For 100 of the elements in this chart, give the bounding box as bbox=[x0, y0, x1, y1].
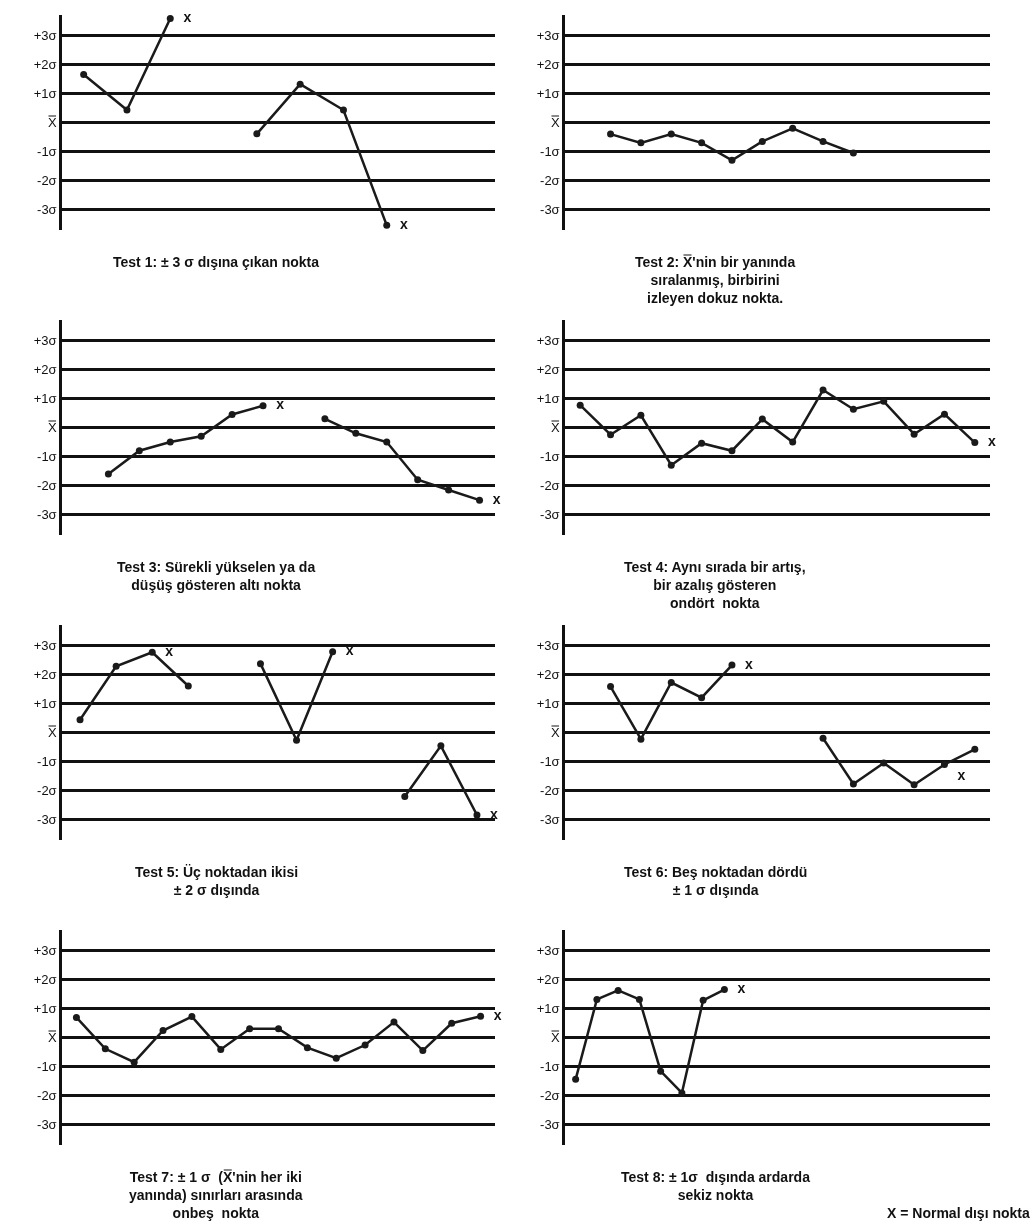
point bbox=[246, 1025, 254, 1033]
point bbox=[104, 470, 112, 478]
point bbox=[445, 486, 453, 494]
y-tick-label: -2σ bbox=[540, 478, 560, 494]
point bbox=[698, 694, 706, 702]
text: Test 3: Sürekli yükselen ya da düşüş gösteren altı nokta bbox=[117, 559, 316, 594]
point bbox=[80, 71, 88, 79]
y-tick-label: +2σ bbox=[33, 56, 57, 72]
y-tick-label: -2σ bbox=[37, 1088, 57, 1104]
point bbox=[728, 447, 736, 455]
point bbox=[477, 1012, 485, 1020]
text: Test 4: Aynı sırada bir artış, bir azalış gösteren ondört nokta bbox=[624, 559, 806, 612]
point bbox=[667, 461, 675, 469]
y-tick-label: +1σ bbox=[33, 391, 57, 406]
y-tick-label: -3σ bbox=[540, 812, 560, 828]
point bbox=[880, 397, 888, 405]
y-tick-label: X̿ bbox=[47, 420, 57, 436]
point bbox=[217, 1045, 225, 1053]
point bbox=[635, 995, 643, 1003]
point bbox=[657, 1067, 665, 1075]
y-tick-label: -3σ bbox=[540, 1117, 560, 1133]
point bbox=[361, 1041, 369, 1049]
point bbox=[259, 402, 267, 410]
data-label: x bbox=[175, 8, 192, 25]
data-label: x bbox=[268, 396, 285, 413]
y-tick-label: -1σ bbox=[37, 449, 57, 465]
point bbox=[352, 429, 360, 437]
y-tick-label: +3σ bbox=[33, 637, 57, 653]
point bbox=[614, 986, 622, 994]
point bbox=[607, 130, 615, 138]
point bbox=[135, 447, 143, 455]
point bbox=[607, 683, 615, 691]
point bbox=[940, 410, 948, 418]
point bbox=[637, 411, 645, 419]
point bbox=[197, 432, 205, 440]
point bbox=[667, 130, 675, 138]
point bbox=[437, 742, 445, 750]
y-tick-label: +3σ bbox=[536, 332, 560, 348]
point bbox=[698, 139, 706, 147]
point bbox=[329, 648, 337, 656]
point bbox=[256, 660, 264, 668]
point bbox=[819, 137, 827, 145]
y-tick-label: +3σ bbox=[536, 942, 560, 958]
y-tick-label: -1σ bbox=[37, 144, 57, 160]
point bbox=[576, 401, 584, 409]
point bbox=[112, 662, 120, 670]
y-tick-label: +2σ bbox=[33, 971, 57, 987]
point bbox=[849, 780, 857, 788]
y-tick-label: +3σ bbox=[33, 332, 57, 348]
point bbox=[910, 430, 918, 438]
point bbox=[593, 995, 601, 1003]
y-tick-label: +1σ bbox=[33, 1001, 57, 1016]
point bbox=[72, 1013, 80, 1021]
point bbox=[419, 1047, 427, 1055]
y-tick-label: -3σ bbox=[37, 812, 57, 828]
point bbox=[184, 682, 192, 690]
point bbox=[572, 1075, 580, 1083]
point bbox=[101, 1045, 109, 1053]
point bbox=[910, 781, 918, 789]
y-tick-label: -2σ bbox=[37, 173, 57, 189]
text: Test 6: Beş noktadan dördü ± 1 σ dışında bbox=[624, 864, 808, 899]
point bbox=[971, 439, 979, 447]
y-tick-label: -1σ bbox=[37, 754, 57, 770]
y-tick-label: -1σ bbox=[540, 449, 560, 465]
y-tick-label: +2σ bbox=[536, 56, 560, 72]
point bbox=[789, 124, 797, 132]
text: Test 1: ± 3 σ dışına çıkan nokta bbox=[113, 254, 320, 270]
y-tick-label: +2σ bbox=[536, 666, 560, 682]
point bbox=[940, 760, 948, 768]
point bbox=[293, 736, 301, 744]
point bbox=[698, 439, 706, 447]
data-label: x bbox=[949, 767, 966, 784]
point bbox=[332, 1054, 340, 1062]
point bbox=[720, 986, 728, 994]
point bbox=[849, 405, 857, 413]
y-tick-label: +1σ bbox=[33, 86, 57, 101]
data-label: x bbox=[484, 490, 501, 507]
point bbox=[880, 759, 888, 767]
point bbox=[321, 415, 329, 423]
y-tick-label: +3σ bbox=[536, 637, 560, 653]
point bbox=[123, 106, 131, 114]
point bbox=[699, 996, 707, 1004]
point bbox=[971, 745, 979, 753]
point bbox=[339, 106, 347, 114]
y-tick-label: +1σ bbox=[33, 696, 57, 711]
point bbox=[383, 438, 391, 446]
point bbox=[253, 130, 261, 138]
point bbox=[667, 679, 675, 687]
y-tick-label: +2σ bbox=[536, 361, 560, 377]
data-label: x bbox=[980, 433, 996, 450]
y-tick-label: +2σ bbox=[33, 666, 57, 682]
y-tick-label: +1σ bbox=[536, 696, 560, 711]
point bbox=[76, 716, 84, 724]
y-tick-label: X̿ bbox=[550, 1030, 560, 1046]
point bbox=[383, 221, 391, 229]
y-tick-label: X̿ bbox=[47, 1030, 57, 1046]
point bbox=[228, 410, 236, 418]
point bbox=[637, 735, 645, 743]
y-tick-label: +3σ bbox=[33, 942, 57, 958]
y-tick-label: X̿ bbox=[47, 115, 57, 131]
